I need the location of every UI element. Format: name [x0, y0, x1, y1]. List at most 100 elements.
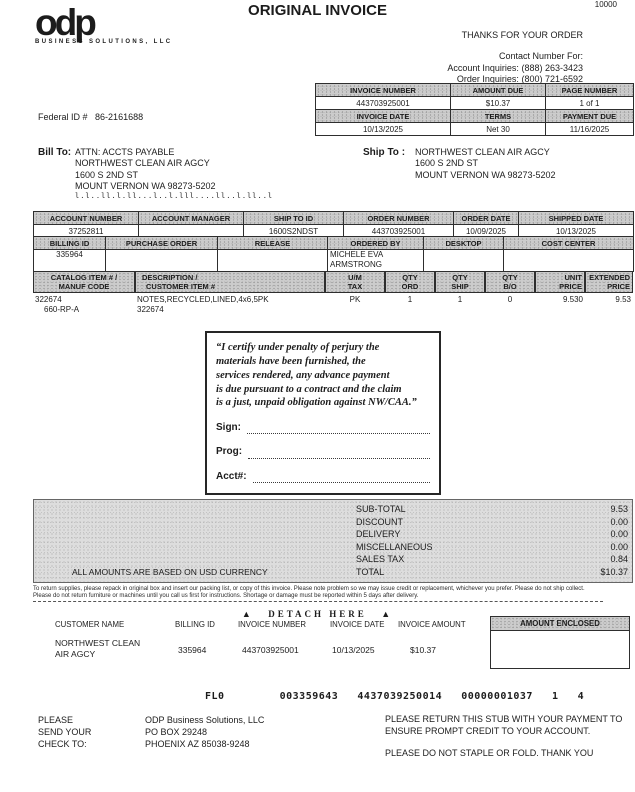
- certification-line: “I certify under penalty of perjury the: [216, 342, 380, 353]
- page-title: ORIGINAL INVOICE: [248, 2, 387, 19]
- shipped-date-header: SHIPPED DATE: [518, 211, 634, 225]
- stub-return-note: PLEASE RETURN THIS STUB WITH YOUR PAYMEN…: [385, 714, 623, 736]
- bill-to-line: NORTHWEST CLEAN AIR AGCY: [75, 158, 210, 169]
- stub-billing-id: 335964: [178, 645, 207, 655]
- shipped-date-value: 10/13/2025: [518, 224, 634, 238]
- bill-to-line: 1600 S 2ND ST: [75, 169, 139, 180]
- page-number-value: 1 of 1: [545, 96, 634, 110]
- ordered-by-value: MICHELE EVA ARMSTRONG: [327, 249, 424, 272]
- invoice-date-value: 10/13/2025: [315, 122, 451, 136]
- release-value: [217, 249, 328, 272]
- federal-id: Federal ID # 86-2161688: [38, 112, 143, 122]
- certification-stamp: “I certify under penalty of perjury the …: [205, 331, 441, 495]
- catalog-item-header: CATALOG ITEM # / MANUF CODE: [33, 271, 135, 293]
- invoice-date-header: INVOICE DATE: [315, 109, 451, 123]
- detach-here: ▲ DETACH HERE ▲: [0, 604, 635, 622]
- account-table-bottom: BILLING ID PURCHASE ORDER RELEASE ORDERE…: [33, 236, 634, 272]
- billing-id-header: BILLING ID: [33, 236, 106, 250]
- remit-label: PLEASE SEND YOUR CHECK TO:: [38, 715, 92, 750]
- ship-to-line: NORTHWEST CLEAN AIR AGCY: [415, 147, 550, 157]
- invoice-number-header: INVOICE NUMBER: [315, 83, 451, 97]
- detach-right-arrow: ▲: [381, 609, 394, 619]
- bill-to-line: ATTN: ACCTS PAYABLE: [75, 147, 175, 157]
- amount-due-header: AMOUNT DUE: [450, 83, 546, 97]
- ordered-by-header: ORDERED BY: [327, 236, 424, 250]
- totals-box: SUB-TOTAL 9.53 DISCOUNT 0.00 DELIVERY 0.…: [33, 499, 633, 583]
- delivery-row: DELIVERY 0.00: [34, 528, 632, 541]
- desktop-value: [423, 249, 504, 272]
- prog-label: Prog:: [216, 446, 243, 458]
- description-cell: NOTES,RECYCLED,LINED,4x6,5PK 322674: [135, 293, 325, 316]
- delivery-value: 0.00: [610, 529, 628, 539]
- no-staple-note: PLEASE DO NOT STAPLE OR FOLD. THANK YOU: [385, 748, 594, 758]
- odp-logo-text: odp: [35, 2, 97, 43]
- delivery-label: DELIVERY: [356, 529, 401, 539]
- qty-ord-header: QTY ORD: [385, 271, 435, 293]
- desktop-header: DESKTOP: [423, 236, 504, 250]
- discount-label: DISCOUNT: [356, 516, 403, 527]
- terms-value: Net 30: [450, 122, 546, 136]
- ocr-scan-line: FL0 003359643 4437039250014 00000001037 …: [205, 691, 584, 702]
- sign-line: [247, 423, 430, 435]
- um-cell: PK: [349, 295, 361, 304]
- order-inquiries-value: (800) 721-6592: [521, 74, 583, 85]
- ocr-group2: 4437039250014: [357, 691, 443, 702]
- account-number-header: ACCOUNT NUMBER: [33, 211, 139, 225]
- detach-separator: [33, 601, 603, 602]
- amount-due-value: $10.37: [450, 96, 546, 110]
- extended-price-cell: 9.53: [615, 295, 631, 304]
- prog-row: Prog:: [216, 445, 430, 459]
- stub-invoice-date: 10/13/2025: [332, 645, 375, 655]
- stub-billing-id-header: BILLING ID: [175, 620, 215, 629]
- account-inquiries-value: (888) 263-3423: [521, 62, 583, 73]
- acct-label: Acct#:: [216, 470, 247, 482]
- manuf-code: 660-RP-A: [44, 305, 80, 315]
- account-inquiries-label: Account Inquiries:: [447, 62, 519, 73]
- prog-line: [248, 448, 430, 459]
- ocr-group1: 003359643: [279, 691, 339, 702]
- account-table-top: ACCOUNT NUMBER ACCOUNT MANAGER SHIP TO I…: [33, 211, 634, 238]
- catalog-item-number: 322674: [35, 295, 62, 304]
- order-date-header: ORDER DATE: [453, 211, 519, 225]
- stub-customer-name: NORTHWEST CLEAN AIR AGCY: [55, 638, 141, 660]
- um-tax-header: U/M TAX: [325, 271, 385, 293]
- qty-ord-cell: 1: [407, 295, 413, 304]
- release-header: RELEASE: [217, 236, 328, 250]
- sales-tax-row: SALES TAX 0.84: [34, 553, 632, 566]
- federal-id-label: Federal ID #: [38, 112, 88, 122]
- bill-to-address: ATTN: ACCTS PAYABLE NORTHWEST CLEAN AIR …: [75, 147, 273, 201]
- ship-to-id-header: SHIP TO ID: [243, 211, 344, 225]
- qty-bo-cell: 0: [507, 295, 513, 304]
- return-policy-line2: Please do not return furniture or machin…: [33, 593, 419, 599]
- discount-row: DISCOUNT 0.00: [34, 516, 632, 529]
- odp-logo-subtext: BUSINESS SOLUTIONS, LLC: [35, 39, 173, 45]
- stub-customer-name-header: CUSTOMER NAME: [55, 620, 125, 629]
- total-row: TOTAL $10.37: [34, 566, 632, 579]
- amount-enclosed-header: AMOUNT ENCLOSED: [491, 617, 629, 631]
- invoice-summary-table: INVOICE NUMBER AMOUNT DUE PAGE NUMBER 44…: [315, 83, 634, 136]
- total-label: TOTAL: [356, 566, 385, 577]
- subtotal-value: 9.53: [610, 504, 628, 514]
- purchase-order-value: [105, 249, 218, 272]
- billing-id-value: 335964: [33, 249, 106, 272]
- payment-due-value: 11/16/2025: [545, 122, 634, 136]
- contact-row: Order Inquiries: (800) 721-6592: [447, 74, 583, 86]
- cost-center-header: COST CENTER: [503, 236, 634, 250]
- remit-address-line: PHOENIX AZ 85038-9248: [145, 739, 250, 750]
- line-items-table: CATALOG ITEM # / MANUF CODE DESCRIPTION /…: [33, 271, 633, 316]
- purchase-order-header: PURCHASE ORDER: [105, 236, 218, 250]
- return-policy-line1: To return supplies, please repack in ori…: [33, 586, 585, 592]
- account-manager-header: ACCOUNT MANAGER: [138, 211, 244, 225]
- ship-to-line: 1600 S 2ND ST: [415, 158, 479, 169]
- stub-invoice-number-header: INVOICE NUMBER: [238, 620, 307, 629]
- unit-price-header: UNIT PRICE: [535, 271, 585, 293]
- ship-to-label: Ship To :: [363, 147, 406, 158]
- miscellaneous-row: MISCELLANEOUS 0.00: [34, 541, 632, 554]
- ocr-group3: 00000001037: [461, 691, 533, 702]
- remit-address-line: PO BOX 29248: [145, 727, 208, 738]
- amount-enclosed-field[interactable]: [491, 631, 629, 668]
- postal-barcode: l.l..ll.l.ll...l..l.lll....ll..l.ll..l: [75, 192, 274, 200]
- miscellaneous-label: MISCELLANEOUS: [356, 541, 433, 552]
- certification-line: is due pursuant to a contract and the cl…: [216, 383, 402, 395]
